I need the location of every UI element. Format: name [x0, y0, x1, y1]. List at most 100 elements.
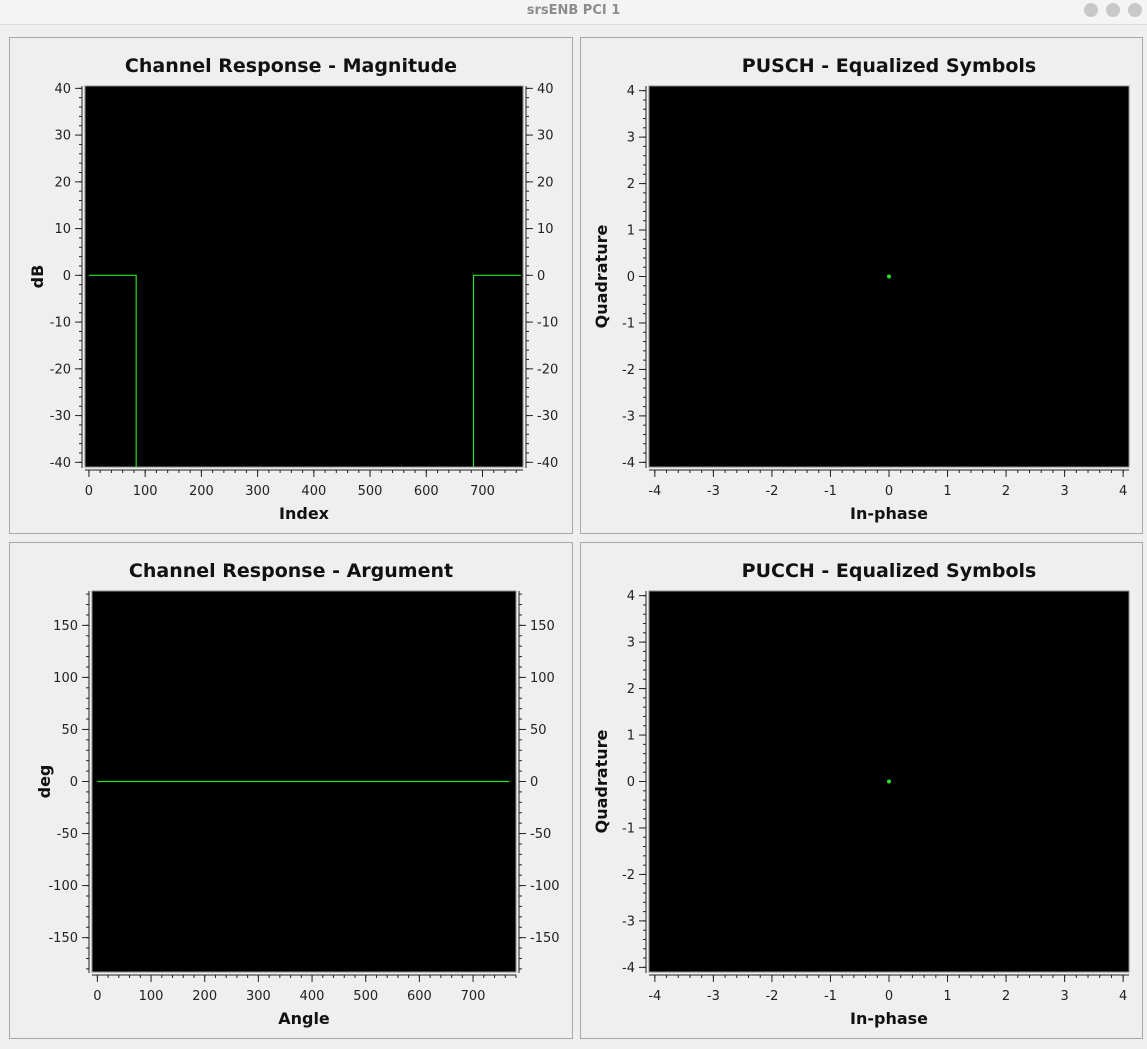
pusch-x-tick-label: 0 [885, 484, 893, 499]
magnitude-y2-tick-label: -30 [537, 409, 558, 424]
magnitude-plot-area [84, 85, 524, 468]
magnitude-y2-tick-label: -40 [537, 456, 558, 471]
magnitude-series-line [88, 274, 137, 467]
pusch-x-tick-label: 1 [943, 484, 951, 499]
argument-y-tick-label: 100 [53, 671, 78, 686]
argument-y-tick-label: -100 [48, 879, 78, 894]
magnitude-y-tick-label: 20 [54, 175, 71, 190]
argument-x-tick-label: 300 [246, 989, 271, 1004]
argument-y-tick-label: 0 [70, 775, 78, 790]
magnitude-y-tick-label: -40 [50, 456, 71, 471]
argument-y-tick-label: 150 [53, 619, 78, 634]
pusch-y-tick-label: 2 [627, 177, 635, 192]
pucch-x-tick-label: -3 [707, 989, 720, 1004]
pucch-x-tick-label: 1 [943, 989, 951, 1004]
argument-x-tick-label: 100 [139, 989, 164, 1004]
pucch-x-tick-label: 4 [1119, 989, 1127, 1004]
pucch-title: PUCCH - Equalized Symbols [742, 560, 1037, 582]
pucch-x-tick-label: 3 [1060, 989, 1068, 1004]
argument-y2-tick-label: -100 [530, 879, 560, 894]
magnitude-y2-tick-label: 40 [537, 82, 554, 97]
magnitude-y2-tick-label: -20 [537, 362, 558, 377]
pusch-x-tick-label: -3 [707, 484, 720, 499]
pusch-x-tick-label: -2 [765, 484, 778, 499]
argument-y2-tick-label: 0 [530, 775, 538, 790]
argument-y2-tick-label: -150 [530, 931, 560, 946]
argument-y2-tick-label: 50 [530, 723, 547, 738]
argument-y2-tick-label: 100 [530, 671, 555, 686]
pucch-x-axis-label: In-phase [850, 1009, 928, 1028]
magnitude-y2-tick-label: -10 [537, 316, 558, 331]
pucch-y-tick-label: 0 [627, 775, 635, 790]
magnitude-x-tick-label: 200 [189, 484, 214, 499]
pusch-x-axis-label: In-phase [850, 504, 928, 523]
pucch-y-tick-label: 4 [627, 589, 635, 604]
magnitude-x-tick-label: 700 [470, 484, 495, 499]
pucch-x-tick-label: -2 [765, 989, 778, 1004]
magnitude-x-tick-label: 0 [85, 484, 93, 499]
argument-x-tick-label: 700 [461, 989, 486, 1004]
magnitude-y2-tick-label: 0 [537, 269, 545, 284]
argument-x-tick-label: 600 [407, 989, 432, 1004]
maximize-button[interactable] [1106, 3, 1120, 17]
pucch-x-tick-label: 0 [885, 989, 893, 1004]
magnitude-y-axis-label: dB [28, 265, 47, 289]
magnitude-y-tick-label: 0 [63, 269, 71, 284]
argument-x-tick-label: 500 [353, 989, 378, 1004]
pusch-y-tick-label: 3 [627, 131, 635, 146]
pucch-y-tick-label: -2 [622, 868, 635, 883]
pucch-y-axis-label: Quadrature [592, 730, 611, 834]
argument-panel: Channel Response - Argument 0 100 200 300 400… [9, 542, 573, 1039]
magnitude-panel: Channel Response - Magnitude 0 100 200 300 40… [9, 37, 573, 534]
argument-y-tick-label: -50 [57, 827, 78, 842]
argument-x-tick-label: 200 [192, 989, 217, 1004]
magnitude-x-axis-label: Index [279, 504, 330, 523]
magnitude-x-tick-label: 600 [414, 484, 439, 499]
magnitude-y-tick-label: 10 [54, 222, 71, 237]
magnitude-y-tick-label: 30 [54, 129, 71, 144]
pucch-x-tick-label: -4 [648, 989, 661, 1004]
pucch-chart: PUCCH - Equalized Symbols -4 -3 -2 -1 0 1 2 3 4 -4… [592, 560, 1130, 1028]
argument-y-tick-label: 50 [61, 723, 78, 738]
pusch-panel: PUSCH - Equalized Symbols -4 -3 -2 -1 0 1 2 3 4 -4… [580, 37, 1143, 534]
pusch-y-tick-label: -1 [622, 316, 635, 331]
pucch-y-tick-label: 1 [627, 729, 635, 744]
magnitude-x-tick-label: 300 [245, 484, 270, 499]
pucch-x-tick-label: -1 [824, 989, 837, 1004]
pucch-y-tick-label: 2 [627, 682, 635, 697]
pusch-symbol-point [887, 274, 891, 279]
argument-x-axis-label: Angle [278, 1009, 330, 1028]
close-button[interactable] [1128, 3, 1142, 17]
pusch-x-tick-label: 2 [1002, 484, 1010, 499]
pusch-title: PUSCH - Equalized Symbols [742, 55, 1036, 77]
magnitude-x-tick-label: 500 [358, 484, 383, 499]
pucch-y-tick-label: 3 [627, 636, 635, 651]
magnitude-y2-tick-label: 30 [537, 129, 554, 144]
argument-x-tick-label: 400 [300, 989, 325, 1004]
pusch-x-tick-label: -4 [648, 484, 661, 499]
minimize-button[interactable] [1084, 3, 1098, 17]
argument-title: Channel Response - Argument [129, 560, 453, 582]
magnitude-y-tick-label: -10 [50, 316, 71, 331]
pucch-symbol-point [887, 779, 891, 784]
magnitude-series-line [472, 274, 521, 467]
magnitude-y2-tick-label: 10 [537, 222, 554, 237]
argument-y2-tick-label: 150 [530, 619, 555, 634]
argument-y-tick-label: -150 [48, 931, 78, 946]
pusch-x-tick-label: -1 [824, 484, 837, 499]
pucch-y-tick-label: -3 [622, 914, 635, 929]
pusch-x-tick-label: 4 [1119, 484, 1127, 499]
magnitude-x-tick-label: 400 [301, 484, 326, 499]
magnitude-y2-tick-label: 20 [537, 175, 554, 190]
pusch-x-tick-label: 3 [1060, 484, 1068, 499]
pucch-x-tick-label: 2 [1002, 989, 1010, 1004]
pucch-y-tick-label: -1 [622, 821, 635, 836]
pucch-y-tick-label: -4 [622, 961, 635, 976]
window-title: srsENB PCI 1 [526, 3, 621, 18]
argument-y2-tick-label: -50 [530, 827, 551, 842]
argument-y-axis-label: deg [35, 765, 54, 799]
pusch-y-tick-label: -2 [622, 363, 635, 378]
pusch-y-tick-label: -3 [622, 409, 635, 424]
argument-x-tick-label: 0 [93, 989, 101, 1004]
